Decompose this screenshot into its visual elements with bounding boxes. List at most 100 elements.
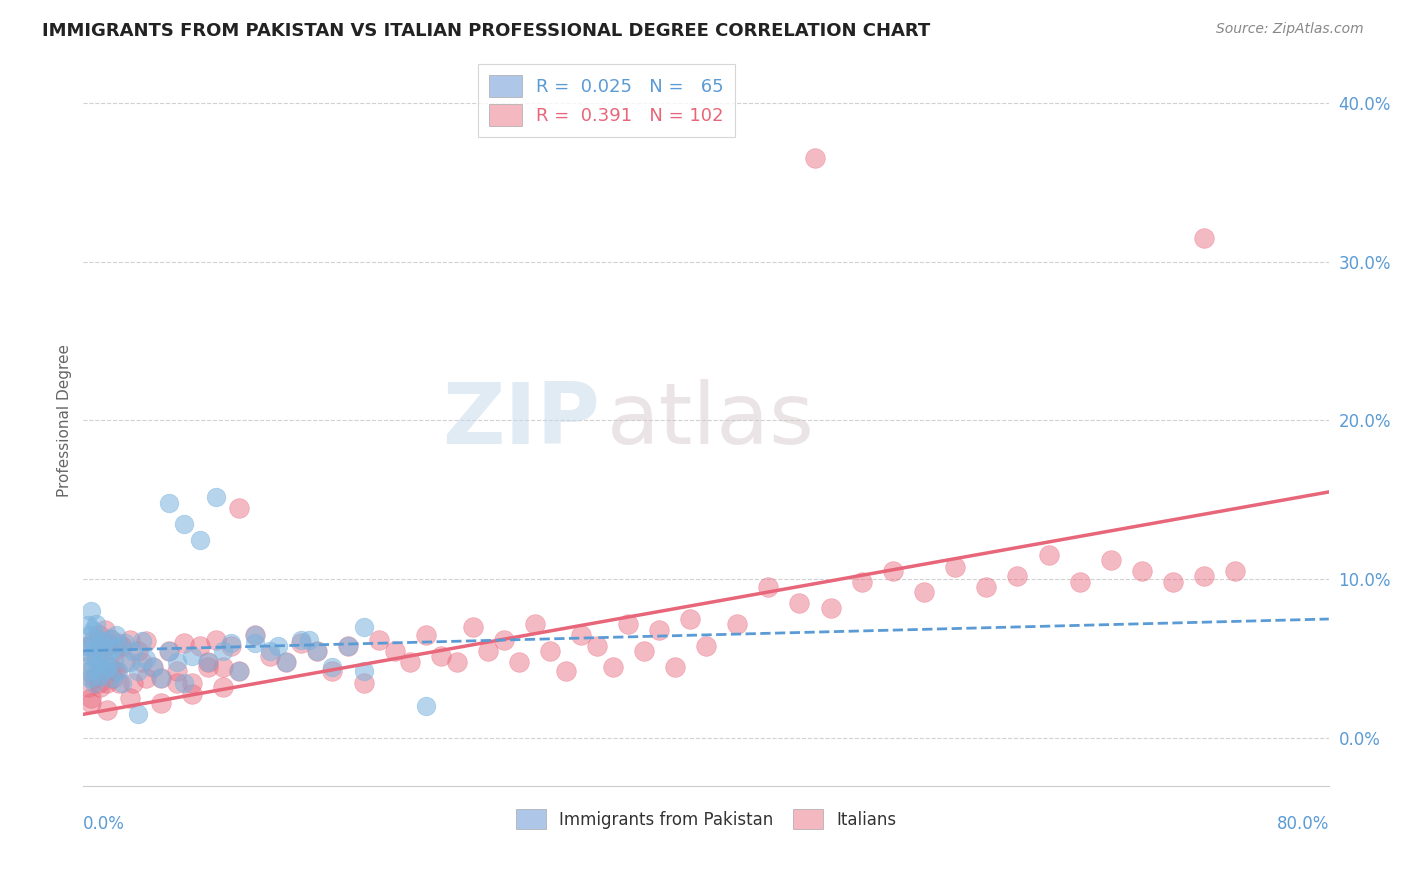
Point	[882, 565, 904, 579]
Point	[321, 659, 343, 673]
Point	[399, 655, 422, 669]
Point	[290, 632, 312, 647]
Point	[974, 580, 997, 594]
Point	[127, 665, 149, 679]
Point	[430, 648, 453, 663]
Point	[804, 152, 827, 166]
Point	[197, 655, 219, 669]
Point	[82, 659, 104, 673]
Point	[219, 636, 242, 650]
Point	[84, 616, 107, 631]
Point	[353, 675, 375, 690]
Point	[188, 533, 211, 547]
Point	[1192, 231, 1215, 245]
Point	[1007, 569, 1029, 583]
Point	[77, 665, 100, 679]
Point	[100, 632, 122, 647]
Point	[523, 616, 546, 631]
Point	[321, 665, 343, 679]
Point	[1099, 553, 1122, 567]
Point	[204, 490, 226, 504]
Point	[943, 559, 966, 574]
Point	[103, 653, 125, 667]
Point	[83, 637, 105, 651]
Point	[197, 655, 219, 669]
Point	[100, 671, 122, 685]
Point	[243, 628, 266, 642]
Point	[820, 600, 842, 615]
Point	[1038, 549, 1060, 563]
Point	[243, 628, 266, 642]
Point	[695, 639, 717, 653]
Point	[243, 636, 266, 650]
Point	[725, 616, 748, 631]
Point	[173, 636, 195, 650]
Point	[446, 655, 468, 669]
Point	[150, 671, 173, 685]
Point	[508, 655, 530, 669]
Point	[82, 634, 104, 648]
Point	[79, 671, 101, 685]
Y-axis label: Professional Degree: Professional Degree	[58, 344, 72, 497]
Point	[477, 644, 499, 658]
Point	[104, 628, 127, 642]
Point	[181, 687, 204, 701]
Point	[98, 631, 121, 645]
Point	[86, 644, 108, 658]
Point	[259, 648, 281, 663]
Point	[538, 644, 561, 658]
Text: Source: ZipAtlas.com: Source: ZipAtlas.com	[1216, 22, 1364, 37]
Point	[118, 632, 141, 647]
Point	[93, 665, 115, 679]
Point	[353, 665, 375, 679]
Point	[290, 636, 312, 650]
Point	[93, 665, 115, 679]
Point	[1069, 575, 1091, 590]
Point	[166, 665, 188, 679]
Point	[86, 667, 108, 681]
Point	[157, 496, 180, 510]
Point	[73, 644, 96, 658]
Point	[1161, 575, 1184, 590]
Point	[83, 675, 105, 690]
Point	[108, 639, 131, 653]
Point	[336, 639, 359, 653]
Point	[83, 671, 105, 685]
Point	[150, 671, 173, 685]
Point	[98, 659, 121, 673]
Point	[107, 636, 129, 650]
Point	[305, 644, 328, 658]
Point	[336, 639, 359, 653]
Point	[91, 639, 114, 653]
Point	[415, 699, 437, 714]
Point	[305, 644, 328, 658]
Point	[212, 659, 235, 673]
Point	[267, 639, 290, 653]
Point	[368, 632, 391, 647]
Point	[80, 696, 103, 710]
Point	[633, 644, 655, 658]
Point	[135, 651, 157, 665]
Point	[80, 691, 103, 706]
Point	[79, 628, 101, 642]
Point	[103, 665, 125, 679]
Point	[87, 628, 110, 642]
Point	[617, 616, 640, 631]
Point	[228, 500, 250, 515]
Point	[96, 675, 118, 690]
Point	[1225, 565, 1247, 579]
Point	[228, 665, 250, 679]
Point	[127, 707, 149, 722]
Point	[142, 659, 165, 673]
Point	[384, 644, 406, 658]
Point	[219, 639, 242, 653]
Point	[259, 644, 281, 658]
Point	[188, 639, 211, 653]
Point	[555, 665, 578, 679]
Point	[104, 665, 127, 679]
Point	[77, 681, 100, 695]
Text: IMMIGRANTS FROM PAKISTAN VS ITALIAN PROFESSIONAL DEGREE CORRELATION CHART: IMMIGRANTS FROM PAKISTAN VS ITALIAN PROF…	[42, 22, 931, 40]
Point	[274, 655, 297, 669]
Point	[80, 604, 103, 618]
Point	[118, 655, 141, 669]
